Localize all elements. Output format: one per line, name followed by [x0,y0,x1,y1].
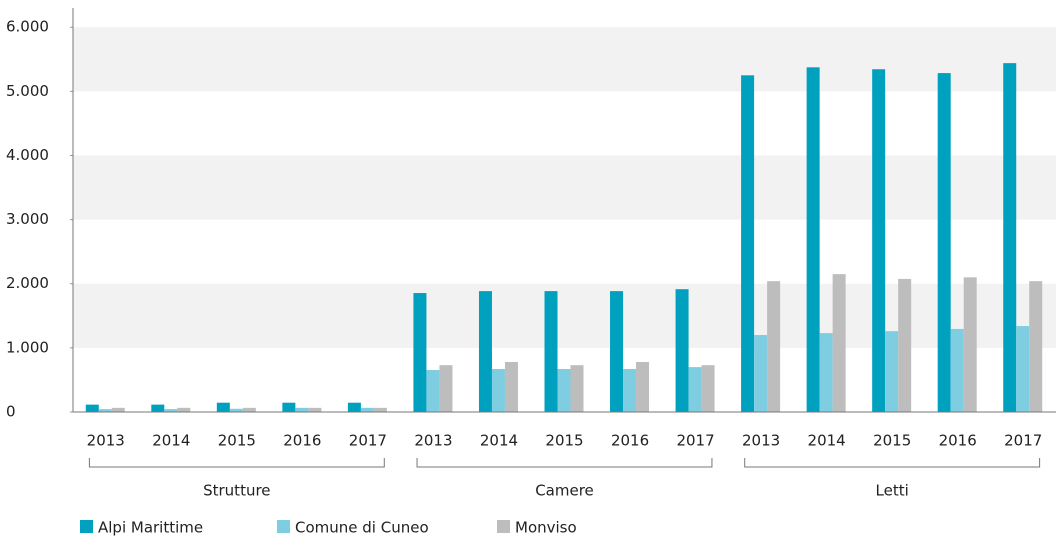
bar [478,291,492,412]
bar [872,69,886,412]
bar [85,404,99,412]
bar [439,365,453,412]
bar [1003,63,1017,413]
group-bracket [88,458,385,468]
x-tick-label: 2013 [87,432,125,450]
bar [544,291,558,412]
x-tick-label: 2016 [939,432,977,450]
bar [610,291,624,412]
bar [373,407,387,412]
y-tick-label: 0 [6,403,16,421]
y-tick-label: 4.000 [6,146,49,164]
x-tick-label: 2015 [218,432,256,450]
grid-band [73,27,1056,92]
y-tick-label: 3.000 [6,210,49,228]
legend-label: Alpi Marittime [98,519,203,537]
x-tick-label: 2017 [1004,432,1042,450]
bar [111,407,125,412]
x-tick-label: 2014 [808,432,846,450]
x-tick-label: 2014 [152,432,190,450]
bar [229,408,243,412]
bar [282,402,296,412]
group-bracket [744,458,1041,468]
bar [636,361,650,412]
bar [295,407,309,412]
x-tick-label: 2013 [414,432,452,450]
legend-swatch [497,520,510,533]
legend-label: Monviso [515,519,577,537]
bar [806,67,820,413]
bar [504,361,518,412]
group-label: Camere [535,482,594,500]
bar [832,274,846,412]
y-tick-label: 6.000 [6,18,49,36]
bar [216,402,230,412]
bar [819,333,833,412]
bar [754,335,768,412]
x-tick-label: 2017 [349,432,387,450]
bar [426,369,440,412]
y-tick-label: 2.000 [6,274,49,292]
bar [623,369,637,412]
legend-swatch [277,520,290,533]
group-bracket [416,458,713,468]
group-label: Strutture [203,482,270,500]
bar [898,278,912,412]
legend-swatch [80,520,93,533]
x-tick-label: 2014 [480,432,518,450]
y-tick-label: 1.000 [6,338,49,356]
bar [688,367,702,412]
bar [308,407,322,412]
bar [885,331,899,412]
bar [741,75,755,412]
x-tick-label: 2015 [545,432,583,450]
x-tick-label: 2013 [742,432,780,450]
bar [963,277,977,412]
y-tick-label: 5.000 [6,82,49,100]
bar [1016,326,1030,412]
group-label: Letti [876,482,909,500]
bar [242,407,256,412]
bar [767,281,781,412]
x-tick-label: 2016 [283,432,321,450]
x-tick-label: 2015 [873,432,911,450]
bar [491,369,505,412]
bar [675,289,689,412]
x-tick-label: 2016 [611,432,649,450]
bar [177,407,191,412]
legend-label: Comune di Cuneo [295,519,429,537]
bar [360,407,374,412]
x-tick-label: 2017 [676,432,714,450]
bar [950,328,964,412]
bar [701,365,715,412]
bar [937,73,951,412]
bar [557,369,571,412]
bar [164,409,178,412]
bar [413,293,427,412]
bar [347,402,361,412]
bar [570,365,584,412]
bar [151,404,165,412]
bar [98,409,112,412]
bar [1029,281,1043,412]
grid-band [73,155,1056,220]
